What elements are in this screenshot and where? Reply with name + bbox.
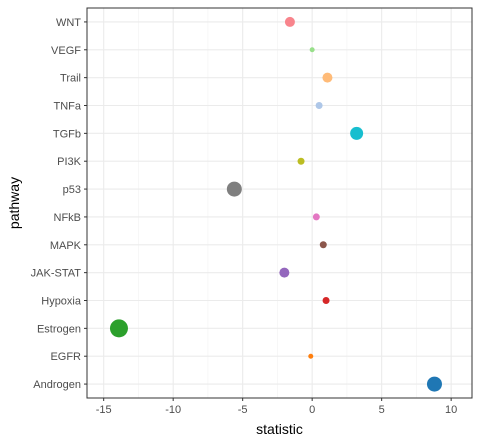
x-tick-label: -10 <box>165 404 181 416</box>
y-tick-label: WNT <box>56 17 81 29</box>
x-tick-label: 0 <box>309 404 315 416</box>
y-tick-label: EGFR <box>50 351 81 363</box>
data-point <box>297 157 305 165</box>
x-tick-label: -5 <box>238 404 248 416</box>
y-tick-label: JAK-STAT <box>31 268 82 280</box>
panel-border <box>86 7 473 399</box>
x-axis-ticks: -15 -10 -5 0 5 10 <box>96 398 457 416</box>
data-point <box>109 319 128 338</box>
y-tick-label: VEGF <box>51 45 81 57</box>
data-point <box>284 16 295 27</box>
data-point <box>322 297 330 304</box>
grid-lines <box>87 8 472 398</box>
y-tick-label: MAPK <box>50 240 82 252</box>
x-tick-label: -15 <box>96 404 112 416</box>
data-point <box>315 102 323 109</box>
y-tick-label: p53 <box>63 184 81 196</box>
y-tick-label: TNFa <box>54 101 82 113</box>
data-point <box>322 72 333 83</box>
x-tick-label: 10 <box>445 404 457 416</box>
y-tick-label: Androgen <box>33 379 81 391</box>
plot-panel <box>87 8 472 398</box>
data-point <box>226 181 242 197</box>
data-point <box>350 126 364 140</box>
y-tick-label: Trail <box>60 73 81 85</box>
y-tick-label: TGFb <box>53 128 81 140</box>
data-point <box>309 47 315 53</box>
x-axis-title: statistic <box>256 421 303 437</box>
data-point <box>319 241 327 249</box>
y-tick-label: PI3K <box>57 156 82 168</box>
y-axis-ticks: Androgen EGFR Estrogen Hypoxia JAK-STAT MAPK N… <box>31 17 87 391</box>
data-point <box>426 376 442 392</box>
x-tick-label: 5 <box>379 404 385 416</box>
data-point <box>279 267 290 278</box>
y-tick-label: Hypoxia <box>41 296 82 308</box>
y-tick-label: Estrogen <box>37 323 81 335</box>
y-tick-label: NFkB <box>54 212 82 224</box>
data-point <box>308 353 314 359</box>
data-point <box>312 213 320 221</box>
data-points <box>109 16 442 392</box>
y-axis-title: pathway <box>6 177 22 229</box>
